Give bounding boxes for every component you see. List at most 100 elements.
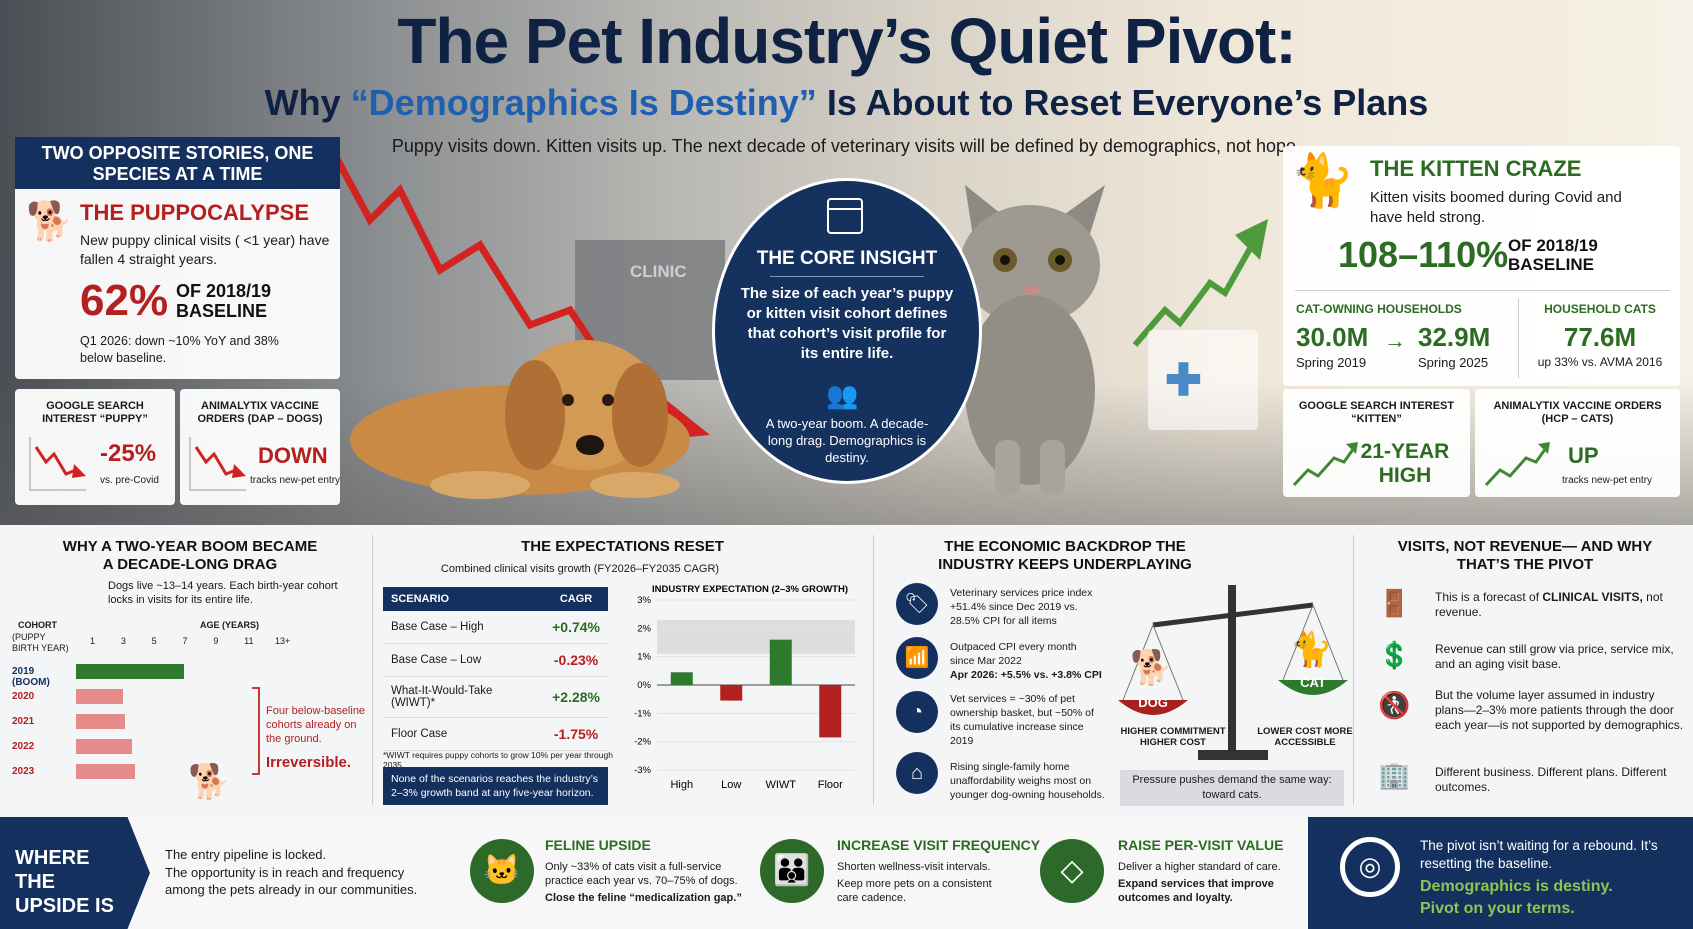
price-tag-icon: 🏷: [896, 583, 938, 625]
cat-icon: 🐈: [1290, 152, 1355, 210]
dog-vaccine-value: DOWN: [258, 443, 328, 468]
bar-chart-icon: 📶: [896, 637, 938, 679]
cat-vaccine-title: ANIMALYTIX VACCINE ORDERS (HCP – CATS): [1493, 400, 1662, 425]
cohort-row-label: 2022: [12, 741, 35, 752]
y-tick-label: 2%: [637, 623, 651, 634]
cohort-row-label: 2021: [12, 716, 35, 727]
puppy-pct-label: OF 2018/19 BASELINE: [176, 281, 272, 321]
page-tagline: Puppy visits down. Kitten visits up. The…: [391, 136, 1302, 156]
bar: [720, 685, 743, 701]
footer-end-a: The pivot isn’t waiting for a rebound. I…: [1420, 838, 1658, 871]
expectation-band: [657, 619, 855, 654]
balance-scale-icon: [1118, 585, 1348, 760]
sec3-title: THE ECONOMIC BACKDROP THE INDUSTRY KEEPS…: [938, 538, 1192, 573]
backdrop-item-2: Outpaced CPI every month since Mar 2022: [950, 641, 1077, 667]
col-divider-3: [1353, 535, 1354, 805]
bracket: [252, 687, 260, 775]
frequency-title: INCREASE VISIT FREQUENCY: [837, 837, 1041, 853]
age-tick: 7: [182, 636, 188, 646]
backdrop-item-2-bold: Apr 2026: +5.5% vs. +3.8% CPI: [950, 669, 1102, 681]
core-insight-divider: [770, 276, 924, 277]
col-divider-1: [372, 535, 373, 805]
households-2019: 30.0M: [1296, 322, 1369, 352]
age-tick: 1: [90, 636, 96, 646]
family-icon: 👪: [760, 839, 824, 903]
chart-title: INDUSTRY EXPECTATION (2–3% GROWTH): [652, 584, 848, 595]
wiwt-footnote: *WIWT requires puppy cohorts to grow 10%…: [383, 750, 613, 770]
kitten-image: [960, 185, 1105, 495]
scale-dog-sub: HIGHER COMMITMENT HIGHER COST: [1120, 726, 1226, 748]
door-icon: 🚪: [1378, 588, 1411, 618]
age-tick: 13+: [275, 636, 291, 646]
bar: [819, 685, 842, 738]
sec2-title: THE EXPECTATIONS RESET: [521, 538, 724, 555]
bottom-panel: [0, 525, 1693, 817]
x-tick-label: Floor: [818, 779, 843, 791]
kitten-craze-card: [1283, 146, 1680, 386]
core-insight-foot: A two-year boom. A decade-long drag. Dem…: [765, 416, 929, 465]
kitten-search-value: 21-YEAR HIGH: [1360, 440, 1450, 487]
feline-a: Only ~33% of cats visit a full-service p…: [545, 861, 738, 887]
building-icon: 🏢: [1378, 760, 1411, 790]
col-cagr: CAGR: [544, 587, 608, 611]
cohort-bar: [76, 664, 184, 679]
households-2025-label: Spring 2025: [1418, 355, 1489, 370]
kitten-craze-desc: Kitten visits boomed during Covid and ha…: [1370, 189, 1622, 226]
cohort-row-label: 2020: [12, 691, 35, 702]
value-a: Deliver a higher standard of care.: [1118, 861, 1281, 873]
sec1-desc: Dogs live ~13–14 years. Each birth-year …: [108, 580, 338, 606]
frequency-b: Keep more pets on a consistent care cade…: [837, 878, 992, 904]
cohort-note: Four below-baseline cohorts already on t…: [266, 705, 366, 745]
value-title: RAISE PER-VISIT VALUE: [1118, 837, 1284, 853]
kitten-search-title: GOOGLE SEARCH INTEREST “KITTEN”: [1298, 400, 1455, 425]
vet-clinic-sign: [1148, 330, 1258, 430]
cohort-bar: [76, 689, 123, 704]
calendar-icon-bar: [829, 208, 861, 210]
footer-label-bg: [0, 817, 150, 929]
puppy-search-value: -25%: [100, 440, 157, 467]
kitten-pct: 108–110%: [1338, 234, 1509, 275]
scenario-callout: None of the scenarios reaches the indust…: [383, 767, 608, 805]
y-tick-label: -3%: [634, 765, 651, 776]
backdrop-item-1: Veterinary services price index +51.4% s…: [950, 587, 1093, 627]
cat-vaccine-sub: tracks new-pet entry: [1562, 475, 1653, 486]
revenue-icon: 💲: [1378, 640, 1411, 670]
two-stories-banner: TWO OPPOSITE STORIES, ONE SPECIES AT A T…: [15, 137, 340, 189]
age-tick: 9: [213, 636, 219, 646]
backdrop-item-3: Vet services = ~30% of pet ownership bas…: [950, 693, 1094, 747]
puppy-pct: 62%: [80, 276, 169, 325]
dog-silhouette-icon: 🐕: [188, 763, 231, 801]
y-tick-label: 0%: [637, 680, 651, 691]
households-2019-label: Spring 2019: [1296, 355, 1367, 370]
cohort-bar: [76, 739, 132, 754]
household-cats-value: 77.6M: [1563, 322, 1637, 352]
page-subtitle: Why “Demographics Is Destiny” Is About t…: [264, 82, 1429, 123]
vaccine-up-chart-icon: [1484, 442, 1550, 487]
frequency-a: Shorten wellness-visit intervals.: [837, 861, 991, 873]
bar: [769, 639, 792, 685]
puppocalypse-heading: THE PUPPOCALYPSE: [80, 200, 310, 225]
cohort-bar: [76, 714, 125, 729]
footer-intro-b: The opportunity is in reach and frequenc…: [165, 865, 418, 897]
visits-item-1: This is a forecast of CLINICAL VISITS, n…: [1435, 590, 1663, 619]
house-icon: ⌂: [896, 752, 938, 794]
person-blocked-icon: 🚷: [1378, 690, 1411, 720]
table-row: Base Case – High +0.74%: [383, 611, 608, 644]
scale-dog-icon: 🐕: [1130, 649, 1173, 687]
kitten-craze-heading: THE KITTEN CRAZE: [1370, 156, 1582, 181]
clinic-sign: CLINIC: [630, 262, 687, 281]
household-cats-sub: up 33% vs. AVMA 2016: [1537, 355, 1663, 369]
page-title: The Pet Industry’s Quiet Pivot:: [397, 5, 1296, 77]
y-tick-label: -2%: [634, 737, 651, 748]
cagr-bar-chart: INDUSTRY EXPECTATION (2–3% GROWTH)3% 2% 1%…: [634, 584, 855, 791]
puppy-search-title: GOOGLE SEARCH INTEREST “PUPPY”: [42, 400, 148, 425]
footer-end-c: Pivot on your terms.: [1420, 900, 1575, 917]
scale-cat-label: CAT: [1300, 675, 1326, 690]
sec2-desc: Combined clinical visits growth (FY2026–…: [440, 563, 720, 575]
cat-vaccine-card: [1475, 389, 1680, 497]
sec1-title: WHY A TWO-YEAR BOOM BECAME A DECADE-LONG…: [62, 538, 318, 573]
visits-item-3: But the volume layer assumed in industry…: [1435, 688, 1684, 732]
value-b: Expand services that improve outcomes an…: [1118, 878, 1274, 904]
bar: [670, 672, 693, 685]
irreversible-label: Irreversible.: [266, 754, 352, 771]
